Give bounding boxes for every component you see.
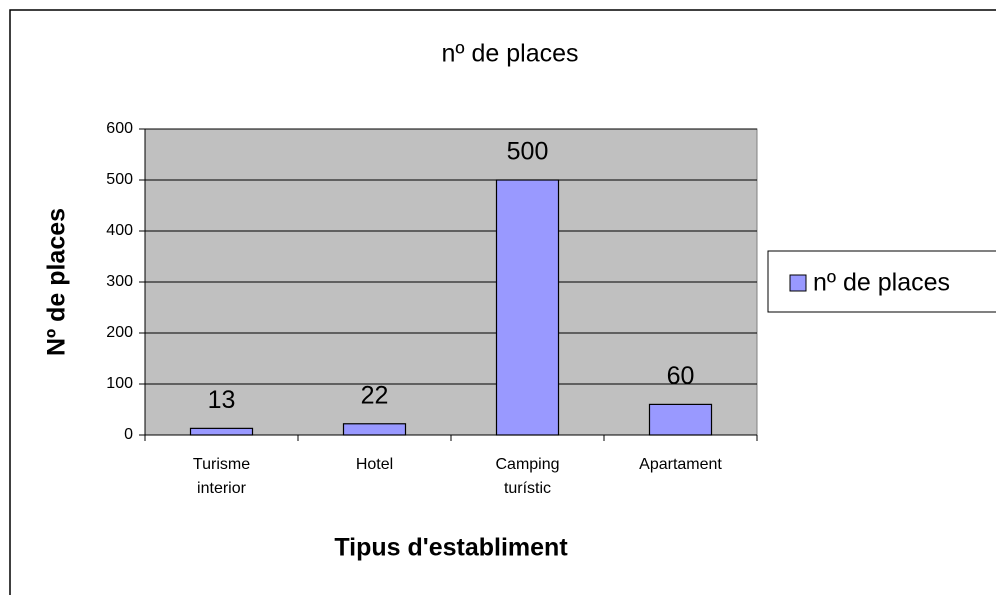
bar <box>495 179 560 436</box>
x-tick-label: Hotel <box>355 456 394 473</box>
x-tick-label: Apartament <box>639 456 722 473</box>
legend-swatch <box>789 274 807 292</box>
x-axis-label: Tipus d'establiment <box>334 534 568 562</box>
x-tick-label: Camping turístic <box>495 456 560 497</box>
legend-label: nº de places <box>813 269 950 297</box>
bar <box>189 427 254 436</box>
y-tick-label: 600 <box>106 120 133 137</box>
data-label: 13 <box>208 386 236 414</box>
y-tick-label: 500 <box>106 171 133 188</box>
y-tick-label: 200 <box>106 324 133 341</box>
y-tick-label: 300 <box>106 273 133 290</box>
bar <box>342 423 407 436</box>
data-label: 500 <box>507 138 549 166</box>
y-axis-label: Nº de places <box>43 208 71 356</box>
x-tick-label: Turisme interior <box>192 456 251 497</box>
bar <box>648 403 713 436</box>
data-label: 60 <box>667 362 695 390</box>
y-tick-label: 400 <box>106 222 133 239</box>
chart-title: nº de places <box>442 40 579 68</box>
y-tick-label: 100 <box>106 375 133 392</box>
y-tick-label: 0 <box>124 426 133 443</box>
data-label: 22 <box>361 381 389 409</box>
